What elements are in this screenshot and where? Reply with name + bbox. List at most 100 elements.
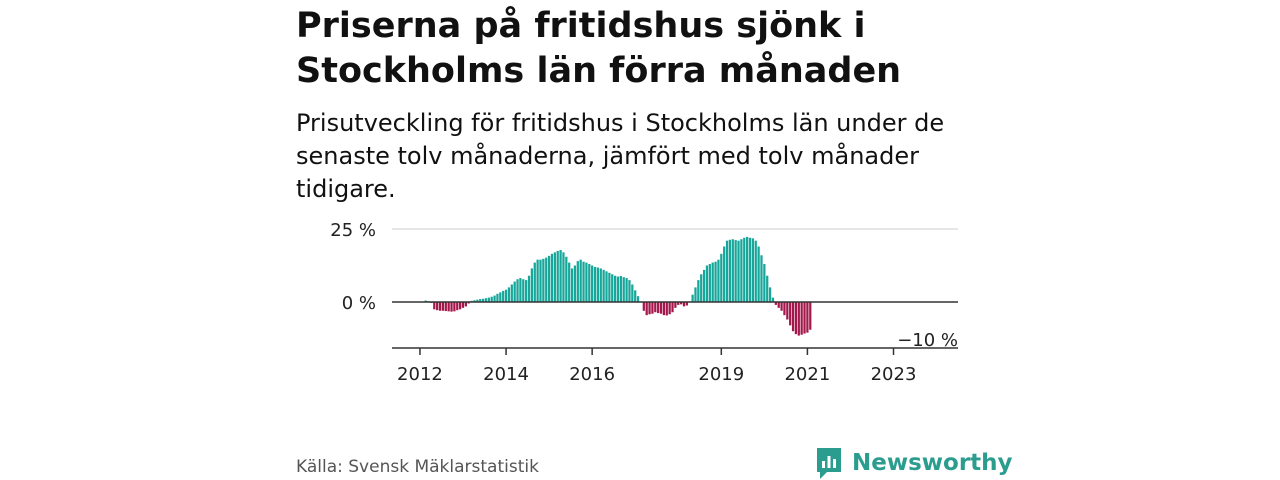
y-tick-label: 25 % (330, 220, 376, 241)
bar (591, 265, 594, 302)
brand-logo[interactable]: Newsworthy (815, 446, 1013, 480)
bar (777, 302, 780, 308)
bar (493, 295, 496, 302)
x-tick-label: 2023 (871, 364, 917, 385)
bar (487, 297, 490, 302)
bar (596, 267, 600, 302)
bar (608, 272, 611, 302)
bar (682, 302, 686, 307)
bar (473, 300, 476, 302)
bar (714, 261, 717, 302)
bar (768, 287, 772, 302)
bar (794, 302, 798, 335)
x-tick-label: 2014 (483, 364, 529, 385)
bar (530, 268, 534, 302)
bar (484, 298, 488, 302)
bar (717, 259, 720, 302)
bar (447, 302, 450, 312)
bar (545, 257, 548, 302)
bar (519, 278, 522, 302)
bar (631, 284, 634, 302)
brand-name: Newsworthy (852, 450, 1013, 476)
bar (634, 290, 637, 302)
bar (481, 298, 485, 302)
bar (579, 259, 582, 302)
bar (616, 276, 620, 302)
bar (740, 239, 743, 302)
bar (800, 302, 803, 335)
bar (725, 240, 729, 302)
bar (680, 302, 683, 305)
bar (459, 302, 462, 310)
bar (456, 302, 459, 311)
bar (582, 261, 585, 302)
bar (665, 302, 668, 316)
bar (625, 278, 628, 302)
bar (585, 262, 588, 302)
bar (697, 280, 700, 302)
bar (499, 292, 502, 302)
bar (685, 302, 688, 306)
bar (705, 265, 709, 302)
bar (619, 276, 622, 302)
bar (479, 299, 482, 302)
x-tick-label: 2016 (569, 364, 615, 385)
bar (797, 302, 800, 336)
bar (720, 253, 723, 302)
bar (576, 261, 579, 302)
bar (786, 302, 789, 320)
bar (691, 294, 694, 302)
bar (573, 265, 577, 302)
bar (780, 302, 783, 311)
bar (433, 302, 436, 310)
bar (774, 302, 777, 305)
bar (570, 268, 574, 302)
bar (677, 302, 680, 305)
source-note: Källa: Svensk Mäklarstatistik (296, 457, 539, 477)
bar (806, 302, 809, 333)
bar (659, 302, 663, 314)
bar (657, 302, 660, 314)
bar (553, 252, 556, 302)
bar (662, 302, 666, 316)
bar (628, 280, 631, 302)
bar (723, 246, 726, 302)
bar (702, 269, 706, 302)
bar (694, 287, 697, 302)
bar (613, 275, 617, 302)
bar (809, 302, 812, 330)
bar (754, 240, 757, 302)
axis-layer: 25 % 0 % −10 % 2012 2014 2016 2019 2021 2023 (330, 220, 960, 385)
bar (593, 266, 597, 302)
bar (700, 274, 703, 302)
y-tick-label: 0 % (342, 293, 376, 314)
bar (734, 240, 737, 302)
bar (476, 299, 479, 302)
bar (751, 238, 754, 302)
chart-subtitle: Prisutveckling för fritidshus i Stockhol… (296, 109, 945, 203)
bar (436, 302, 439, 311)
bar (599, 268, 602, 302)
y-tick-label: −10 % (897, 330, 958, 351)
bar (490, 296, 493, 302)
newsworthy-logo-icon (817, 448, 841, 479)
bar (645, 302, 648, 316)
bar (791, 302, 795, 332)
bar (559, 250, 562, 302)
bar (674, 302, 677, 308)
bar (588, 264, 591, 302)
bar (783, 302, 786, 316)
bar (516, 279, 519, 302)
bar (504, 289, 508, 302)
bar (766, 275, 769, 302)
bar (642, 302, 645, 311)
bar (789, 302, 792, 326)
bar (565, 256, 568, 302)
bar (748, 237, 752, 302)
bar (461, 302, 465, 308)
bar (496, 293, 499, 302)
bar (527, 275, 531, 302)
bar (525, 280, 528, 302)
bar (533, 262, 536, 302)
bar (648, 302, 651, 315)
